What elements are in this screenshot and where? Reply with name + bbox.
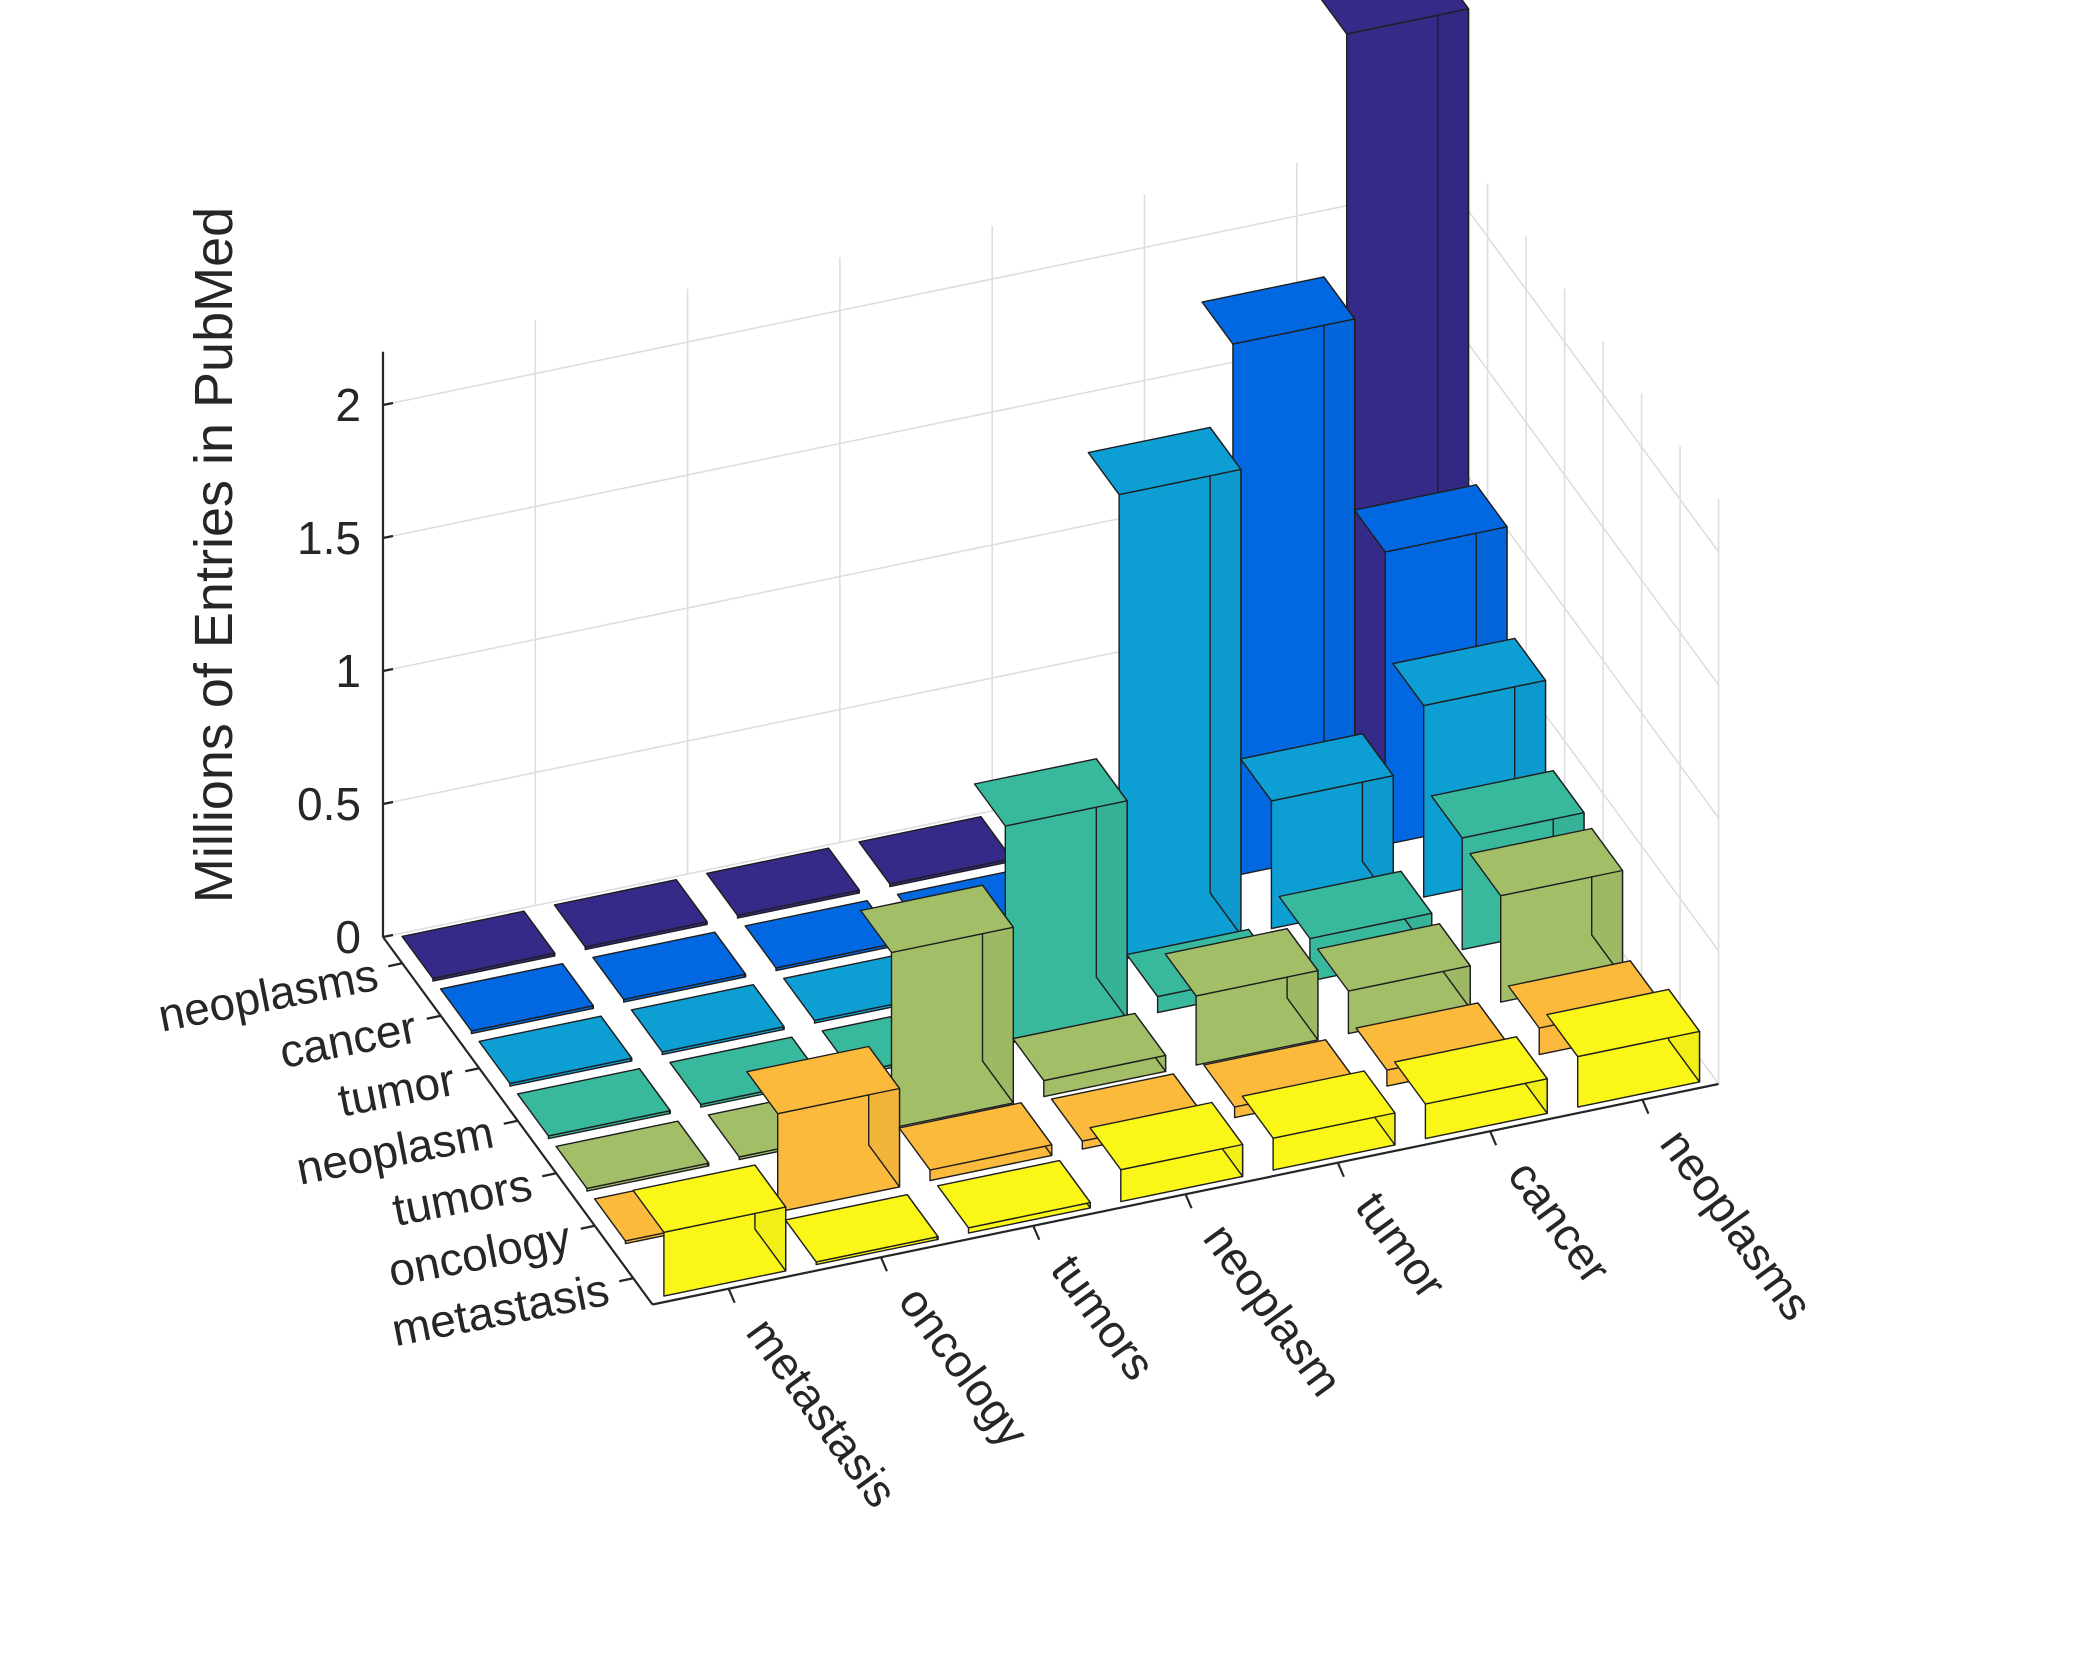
bar-top-face: [1239, 733, 1394, 802]
bar: [858, 816, 1013, 888]
bar-top-face: [516, 1067, 671, 1137]
bar-top-face: [1241, 1070, 1396, 1139]
bar-top-face: [478, 1015, 633, 1085]
bar-top-face: [1392, 637, 1547, 707]
bar-top-face: [592, 931, 747, 1001]
bar-top-face: [1164, 928, 1319, 997]
bar-top-face: [973, 758, 1128, 827]
bar-side-face: [1209, 426, 1242, 936]
bar: [1546, 988, 1701, 1108]
z-tick: [382, 401, 394, 407]
col-tick: [879, 1256, 888, 1272]
row-tick: [426, 1014, 441, 1020]
bar: [746, 1045, 901, 1213]
bar-top-face: [1546, 988, 1701, 1058]
bar-top-face: [1353, 484, 1508, 553]
bar-top-face: [439, 963, 594, 1032]
z-axis-title: Millions of Entries in PubMed: [184, 207, 244, 903]
bar: [898, 1102, 1053, 1182]
bar-top-face: [1087, 426, 1242, 496]
col-tick: [1032, 1225, 1041, 1241]
col-tick: [727, 1288, 736, 1304]
row-tick: [542, 1172, 557, 1178]
bar-top-face: [937, 1159, 1092, 1229]
col-tick: [1184, 1193, 1193, 1209]
bar-top-face: [1089, 1101, 1244, 1171]
bar: [439, 963, 594, 1035]
z-tick: [382, 667, 394, 673]
row-tick: [619, 1277, 634, 1283]
bar: [630, 984, 785, 1056]
bar: [553, 879, 708, 951]
z-tick-label: 1.5: [297, 512, 361, 564]
bar: [1241, 1070, 1396, 1171]
bar: [973, 758, 1128, 1045]
bar-top-face: [555, 1120, 710, 1190]
bar-top-face: [632, 1164, 787, 1234]
col-tick-label: neoplasms: [1650, 1119, 1823, 1330]
col-tick: [1489, 1130, 1498, 1146]
bar-top-face: [1430, 770, 1585, 839]
bar: [860, 884, 1014, 1129]
bar-top-face: [858, 816, 1013, 885]
bar: [632, 1164, 787, 1297]
z-tick-label: 1: [335, 645, 361, 697]
z-tick-label: 0: [335, 911, 361, 963]
row-tick: [465, 1067, 480, 1073]
bar-top-face: [1012, 1012, 1167, 1082]
col-tick: [1641, 1099, 1650, 1115]
bar: [555, 1120, 710, 1192]
bar-top-face: [1469, 827, 1624, 897]
bar: [1089, 1101, 1244, 1203]
z-tick: [382, 933, 394, 939]
bar-top-face: [1393, 1036, 1548, 1105]
bar: [937, 1159, 1092, 1234]
z-tick-label: 2: [335, 379, 361, 431]
row-tick: [388, 962, 403, 968]
bar: [784, 1193, 939, 1266]
bar-top-face: [706, 847, 860, 917]
bar: [706, 847, 860, 919]
bar-top-face: [860, 884, 1014, 954]
z-tick-label: 0.5: [297, 778, 361, 830]
col-tick-label: tumors: [1041, 1245, 1166, 1389]
col-tick-label: cancer: [1498, 1151, 1621, 1293]
col-tick-label: metastasis: [737, 1308, 908, 1516]
bar-top-face: [1201, 276, 1356, 345]
axes-layer: [381, 351, 1719, 1306]
bar-top-face: [784, 1193, 939, 1263]
bar: [592, 931, 747, 1003]
bar: [1012, 1012, 1167, 1098]
bar: [478, 1015, 633, 1087]
bar: [1087, 426, 1242, 961]
bar: [1201, 276, 1356, 877]
bar-top-face: [1278, 870, 1433, 940]
bar: [1393, 1036, 1548, 1140]
row-tick: [580, 1224, 595, 1230]
bar: [516, 1067, 671, 1140]
bars-layer: [401, 0, 1701, 1297]
bar: [1164, 928, 1319, 1066]
bar-top-face: [401, 910, 556, 980]
col-tick-label: oncology: [889, 1277, 1039, 1457]
bar-top-face: [1316, 923, 1471, 992]
z-tick: [382, 800, 394, 806]
bar-top-face: [630, 984, 785, 1053]
col-tick-label: tumor: [1346, 1182, 1457, 1308]
bar-top-face: [898, 1102, 1053, 1171]
col-tick: [1336, 1162, 1345, 1178]
row-tick: [503, 1119, 518, 1125]
bar: [401, 910, 556, 982]
bar: [1316, 923, 1471, 1035]
bar-top-face: [1320, 0, 1470, 35]
bar-top-face: [553, 879, 708, 948]
col-tick-label: neoplasm: [1194, 1214, 1353, 1406]
bar-top-face: [746, 1045, 901, 1115]
z-tick: [382, 534, 394, 540]
